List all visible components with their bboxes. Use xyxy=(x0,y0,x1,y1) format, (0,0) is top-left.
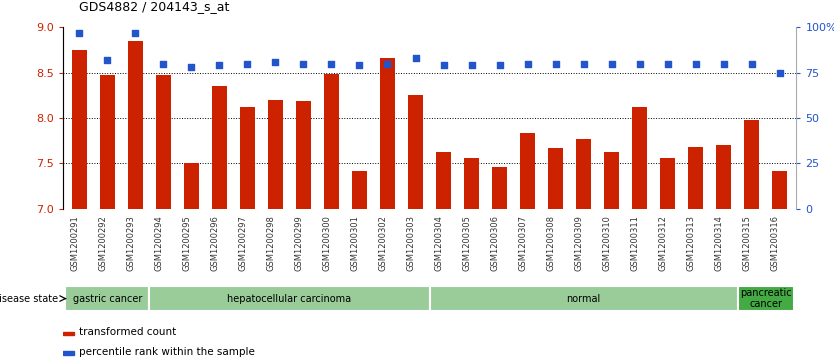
Text: GSM1200313: GSM1200313 xyxy=(686,215,696,271)
Bar xyxy=(716,145,731,209)
Text: GSM1200302: GSM1200302 xyxy=(379,215,388,271)
Text: GSM1200307: GSM1200307 xyxy=(519,215,528,271)
Bar xyxy=(212,86,227,209)
Point xyxy=(773,70,786,76)
Point xyxy=(465,62,478,68)
Text: GDS4882 / 204143_s_at: GDS4882 / 204143_s_at xyxy=(79,0,229,13)
Bar xyxy=(72,50,87,209)
Point xyxy=(353,62,366,68)
Point xyxy=(101,57,114,63)
Text: gastric cancer: gastric cancer xyxy=(73,294,142,303)
Bar xyxy=(379,58,395,209)
Text: GSM1200305: GSM1200305 xyxy=(463,215,471,271)
Bar xyxy=(239,107,255,209)
Point xyxy=(605,61,618,66)
Text: GSM1200295: GSM1200295 xyxy=(183,215,192,270)
Text: GSM1200296: GSM1200296 xyxy=(210,215,219,271)
Text: GSM1200306: GSM1200306 xyxy=(490,215,500,271)
Point xyxy=(493,62,506,68)
Point xyxy=(521,61,535,66)
Bar xyxy=(156,75,171,209)
Point xyxy=(437,62,450,68)
Bar xyxy=(548,148,563,209)
Point xyxy=(128,30,142,36)
Bar xyxy=(575,139,591,209)
Point xyxy=(324,61,338,66)
Text: GSM1200308: GSM1200308 xyxy=(546,215,555,271)
Text: GSM1200301: GSM1200301 xyxy=(350,215,359,271)
Text: percentile rank within the sample: percentile rank within the sample xyxy=(78,347,254,357)
Text: GSM1200303: GSM1200303 xyxy=(406,215,415,271)
Bar xyxy=(296,101,311,209)
Text: GSM1200293: GSM1200293 xyxy=(127,215,135,271)
Point xyxy=(409,55,422,61)
Text: GSM1200312: GSM1200312 xyxy=(659,215,667,271)
Text: GSM1200311: GSM1200311 xyxy=(631,215,640,271)
Point xyxy=(633,61,646,66)
Text: disease state: disease state xyxy=(0,294,58,303)
Bar xyxy=(492,167,507,209)
Text: GSM1200292: GSM1200292 xyxy=(98,215,108,270)
Bar xyxy=(464,158,480,209)
Text: pancreatic
cancer: pancreatic cancer xyxy=(740,288,791,309)
Text: normal: normal xyxy=(566,294,600,303)
Text: GSM1200310: GSM1200310 xyxy=(603,215,611,271)
Text: GSM1200299: GSM1200299 xyxy=(294,215,304,270)
Text: GSM1200291: GSM1200291 xyxy=(70,215,79,270)
Text: GSM1200298: GSM1200298 xyxy=(266,215,275,271)
Bar xyxy=(65,286,149,311)
Point xyxy=(745,61,758,66)
Text: GSM1200316: GSM1200316 xyxy=(771,215,780,271)
Bar xyxy=(408,95,423,209)
Point xyxy=(213,62,226,68)
Bar xyxy=(744,120,759,209)
Bar xyxy=(268,100,284,209)
Bar xyxy=(632,107,647,209)
Text: GSM1200314: GSM1200314 xyxy=(715,215,724,271)
Bar xyxy=(737,286,794,311)
Point xyxy=(269,59,282,65)
Bar xyxy=(100,75,115,209)
Bar xyxy=(128,41,143,209)
Point xyxy=(689,61,702,66)
Point xyxy=(381,61,394,66)
Bar xyxy=(688,147,703,209)
Bar xyxy=(63,332,73,335)
Bar xyxy=(436,152,451,209)
Bar xyxy=(660,158,676,209)
Bar xyxy=(520,133,535,209)
Bar xyxy=(63,351,73,355)
Point xyxy=(297,61,310,66)
Point xyxy=(241,61,254,66)
Bar xyxy=(324,74,339,209)
Point xyxy=(73,30,86,36)
Bar xyxy=(183,163,199,209)
Text: GSM1200294: GSM1200294 xyxy=(154,215,163,270)
Point xyxy=(577,61,590,66)
Point xyxy=(157,61,170,66)
Bar xyxy=(772,171,787,209)
Point xyxy=(717,61,731,66)
Bar xyxy=(430,286,737,311)
Text: GSM1200309: GSM1200309 xyxy=(575,215,584,271)
Bar xyxy=(604,152,620,209)
Bar xyxy=(149,286,430,311)
Text: hepatocellular carcinoma: hepatocellular carcinoma xyxy=(228,294,351,303)
Bar xyxy=(352,171,367,209)
Text: GSM1200297: GSM1200297 xyxy=(239,215,248,271)
Text: GSM1200300: GSM1200300 xyxy=(323,215,331,271)
Text: transformed count: transformed count xyxy=(78,327,176,337)
Point xyxy=(549,61,562,66)
Point xyxy=(661,61,674,66)
Point xyxy=(185,64,198,70)
Text: GSM1200304: GSM1200304 xyxy=(435,215,444,271)
Text: GSM1200315: GSM1200315 xyxy=(742,215,751,271)
